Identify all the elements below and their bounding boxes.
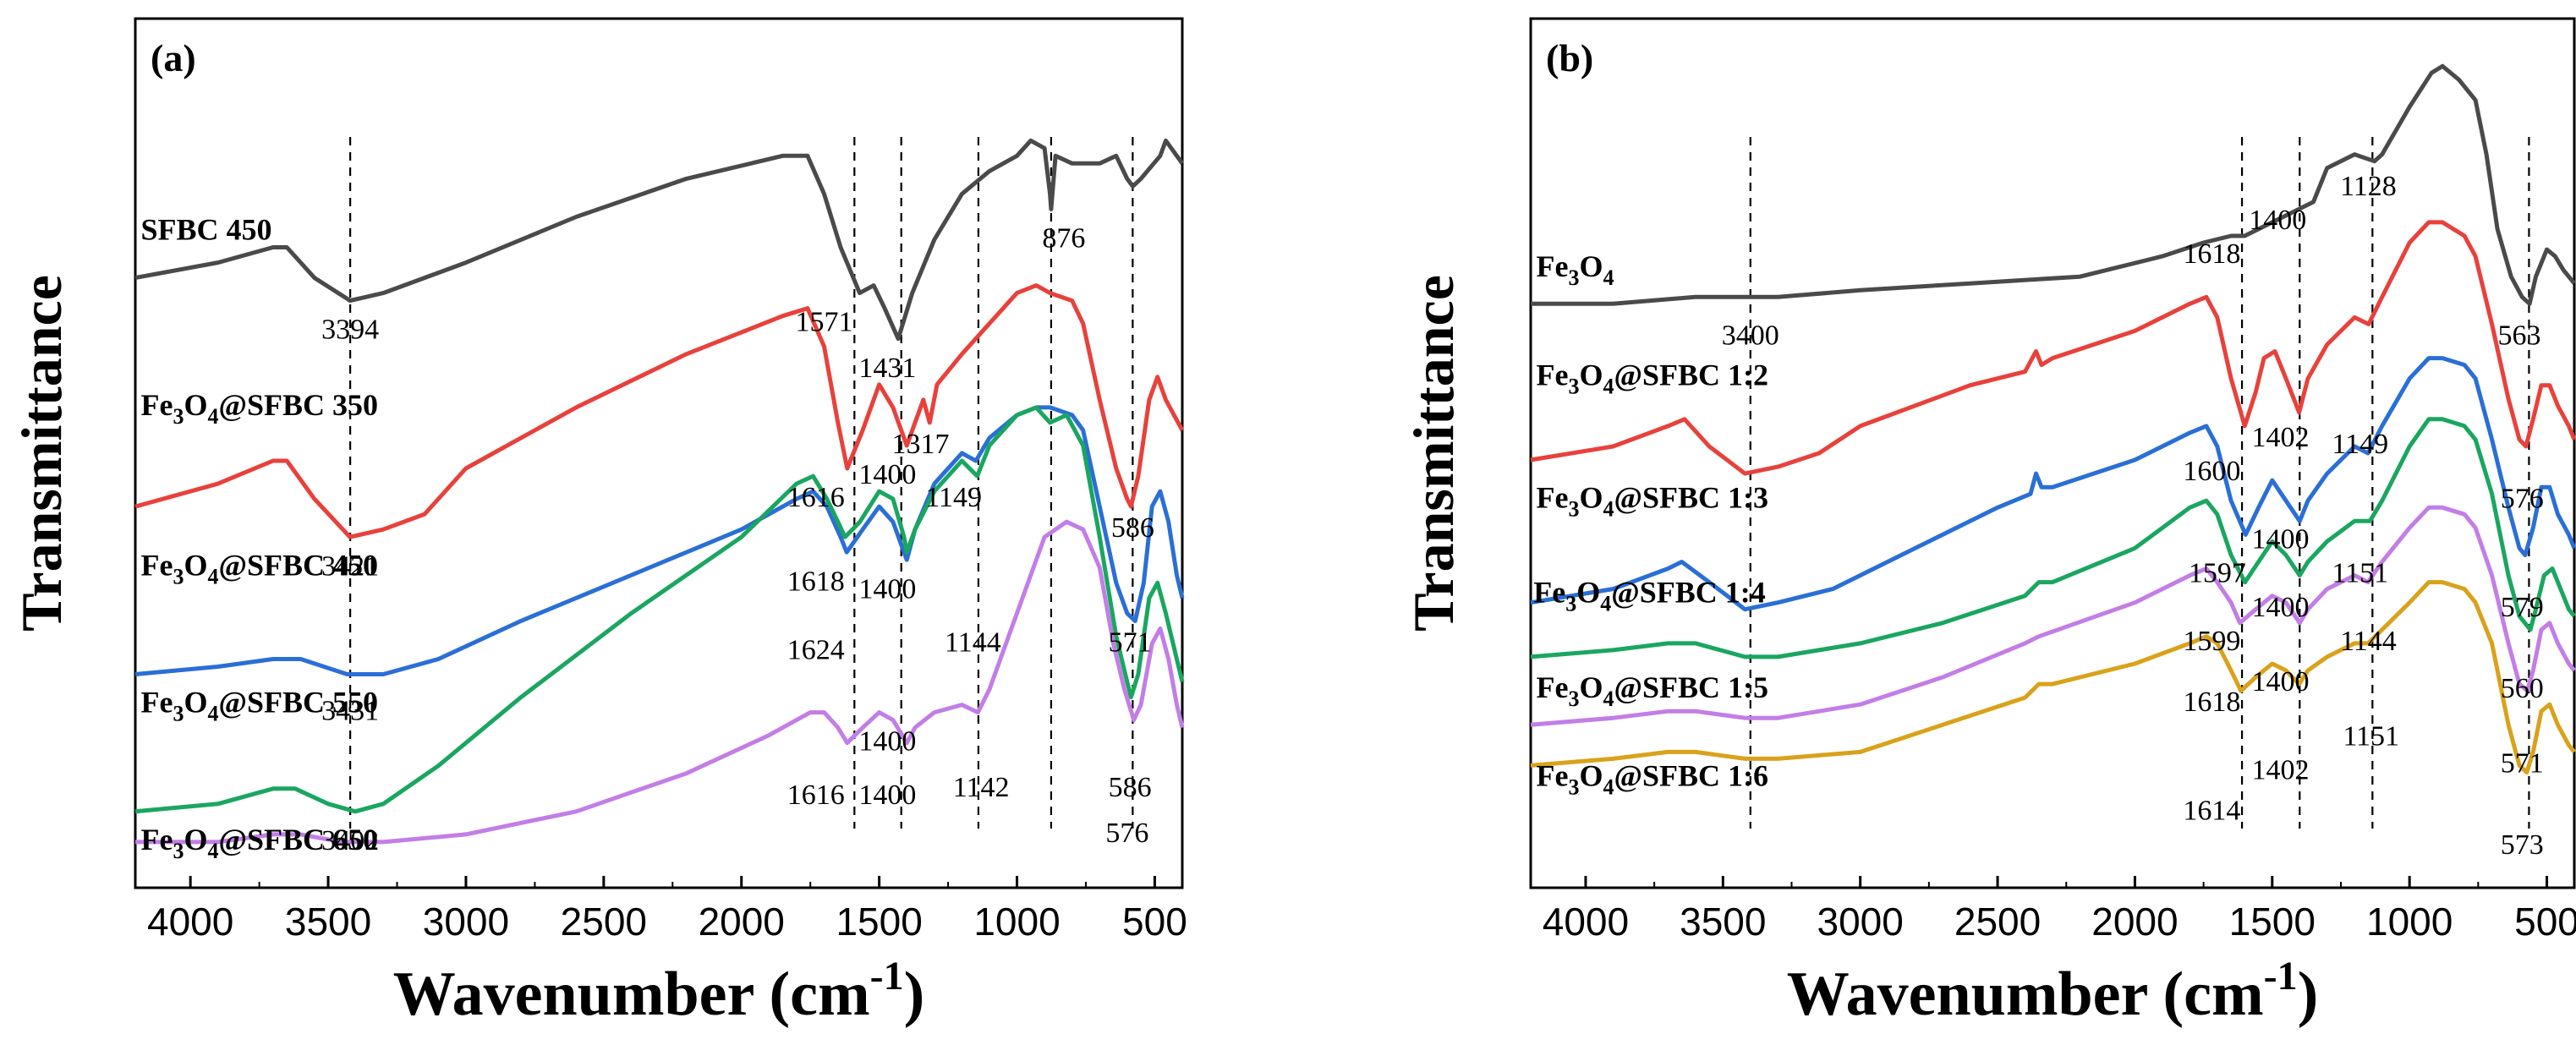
series-line-1 — [1530, 220, 2576, 476]
panel-b: 4000 3500 3000 2500 2000 1500 1000 500 Fe3O4 Fe3O… — [1401, 17, 2576, 1029]
peak-annotation: 1149 — [2332, 429, 2388, 460]
peak-annotation: 3421 — [321, 550, 379, 582]
panel-a: 4000 3500 3000 2500 2000 1500 1000 500 SFBC 450 F… — [9, 17, 1187, 1029]
peak-annotation: 571 — [2501, 747, 2544, 779]
peak-annotation: 3402 — [321, 825, 379, 856]
plot-frame — [134, 17, 1184, 889]
peak-annotation: 1616 — [787, 780, 845, 811]
peak-annotation: 1128 — [2340, 171, 2397, 202]
series-line-4 — [135, 519, 1185, 845]
peak-annotation: 576 — [1105, 818, 1148, 849]
x-tick-label: 3000 — [1817, 900, 1904, 944]
peak-annotation: 1400 — [2252, 523, 2310, 555]
series-line-1 — [134, 283, 1185, 539]
x-tick-label: 1500 — [836, 900, 922, 944]
peak-annotation: 1144 — [2340, 626, 2397, 657]
y-axis-title: Transmittance — [9, 275, 74, 632]
peak-annotation: 563 — [2498, 320, 2541, 352]
peak-annotation: 1151 — [2343, 720, 2399, 752]
x-tick-label: 500 — [1122, 900, 1187, 944]
peak-annotation: 1614 — [2183, 796, 2240, 827]
peak-annotation: 560 — [2501, 673, 2544, 704]
x-tick-label: 1000 — [973, 900, 1060, 944]
series-line-4 — [1530, 505, 2576, 727]
peak-annotation: 1618 — [2183, 687, 2240, 718]
series-label: Fe3O4@SFBC 1:4 — [1533, 576, 1765, 616]
series-label: Fe3O4@SFBC 350 — [141, 388, 379, 429]
y-axis-title: Transmittance — [1401, 275, 1466, 632]
peak-annotation: 1431 — [858, 353, 916, 384]
peak-annotation: 1600 — [2183, 456, 2240, 487]
series-line-2 — [1530, 356, 2576, 612]
x-tick-label: 4000 — [1543, 900, 1629, 944]
x-axis-title: Wavenumber (cm-1) — [1787, 954, 2319, 1029]
peak-annotation: 876 — [1042, 223, 1085, 254]
series-label: Fe3O4 — [1536, 249, 1614, 290]
peak-annotation: 1618 — [787, 566, 845, 597]
peak-annotation: 1400 — [2249, 205, 2306, 236]
peak-annotation: 1400 — [858, 726, 916, 758]
x-tick-label: 2500 — [1954, 900, 2041, 944]
series-label: SFBC 450 — [141, 213, 272, 247]
peak-annotation: 1400 — [858, 459, 916, 490]
peak-annotation: 1400 — [858, 780, 916, 811]
peak-annotation: 3394 — [321, 315, 379, 346]
series-line-3 — [134, 405, 1185, 814]
x-tick-label: 1500 — [2229, 900, 2316, 944]
series-label: Fe3O4@SFBC 550 — [141, 686, 379, 726]
peak-annotation: 1317 — [892, 429, 950, 460]
peak-annotation: 576 — [2501, 483, 2544, 514]
x-tick-label: 3500 — [1680, 900, 1766, 944]
peak-annotation: 1142 — [953, 772, 1010, 803]
peak-annotation: 1571 — [795, 307, 852, 338]
peak-annotation: 1400 — [2252, 666, 2310, 698]
peak-annotation: 1624 — [787, 634, 845, 665]
x-tick-label: 2500 — [561, 900, 647, 944]
peak-annotation: 1400 — [2252, 592, 2310, 623]
x-tick-label: 2000 — [699, 900, 785, 944]
series-label: Fe3O4@SFBC 1:6 — [1536, 759, 1768, 800]
x-tick-label: 1000 — [2366, 900, 2453, 944]
x-tick-label: 500 — [2514, 900, 2576, 944]
series-line-0 — [134, 138, 1185, 342]
x-tick-label: 4000 — [147, 900, 233, 944]
series-label: Fe3O4@SFBC 450 — [141, 548, 379, 588]
peak-annotation: 1402 — [2252, 422, 2310, 453]
panel-label: (a) — [151, 36, 196, 79]
peak-annotation: 586 — [1109, 772, 1152, 803]
x-tick-label: 3500 — [285, 900, 371, 944]
peak-annotation: 3400 — [1722, 320, 1779, 352]
peak-annotation: 571 — [1109, 626, 1152, 658]
peak-annotation: 1616 — [787, 482, 845, 513]
peak-annotation: 1151 — [2332, 558, 2388, 589]
peak-annotation: 573 — [2501, 829, 2544, 861]
peak-annotation: 1402 — [2252, 755, 2310, 786]
peak-annotation: 1144 — [945, 626, 1001, 658]
peak-annotation: 1599 — [2183, 626, 2240, 657]
series-line-3 — [1530, 417, 2576, 659]
series-label: Fe3O4@SFBC 1:2 — [1536, 358, 1768, 399]
x-axis-title: Wavenumber (cm-1) — [393, 954, 925, 1029]
peak-annotation: 1618 — [2183, 238, 2240, 270]
x-tick-label: 2000 — [2091, 900, 2178, 944]
series-label: Fe3O4@SFBC 1:5 — [1536, 670, 1768, 711]
peak-annotation: 1400 — [858, 573, 916, 605]
panel-label: (b) — [1546, 36, 1593, 79]
peak-annotation: 1149 — [925, 482, 982, 513]
series-label: Fe3O4@SFBC 1:3 — [1536, 480, 1768, 521]
series-line-2 — [134, 405, 1185, 676]
series-line-0 — [1531, 63, 2576, 306]
x-tick-label: 3000 — [423, 900, 509, 944]
peak-annotation: 586 — [1111, 512, 1154, 544]
series-label: Fe3O4@SFBC 650 — [141, 823, 379, 863]
plot-frame — [1529, 17, 2576, 889]
peak-annotation: 1597 — [2189, 558, 2246, 589]
series-line-5 — [1530, 580, 2576, 774]
peak-annotation: 579 — [2501, 592, 2544, 623]
peak-annotation: 3431 — [321, 696, 379, 727]
